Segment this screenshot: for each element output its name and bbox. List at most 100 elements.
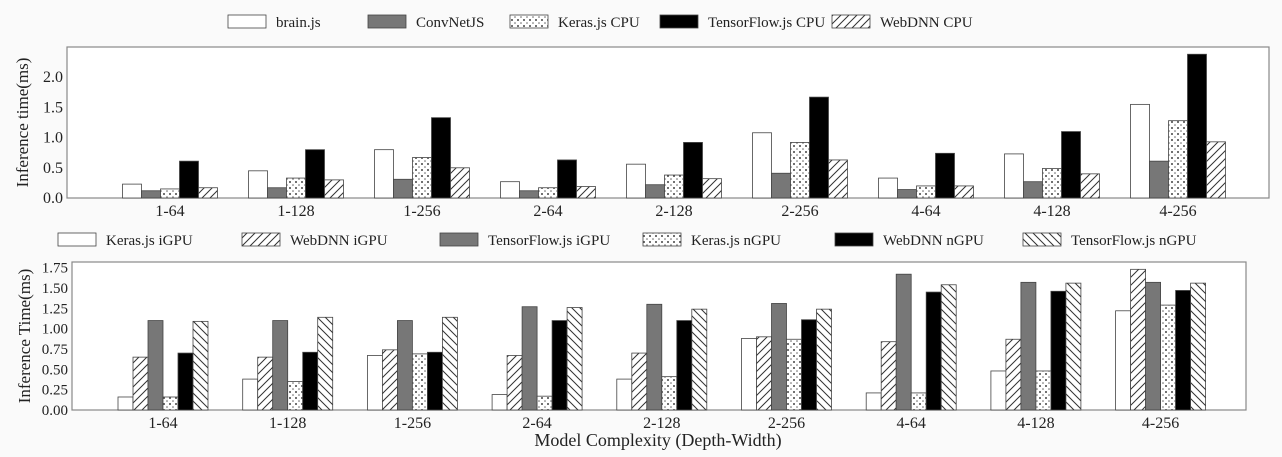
bar [141,190,161,199]
bar [147,320,164,411]
y-tick-label: 1.25 [42,301,68,317]
bar [1005,338,1022,411]
bar [865,392,882,411]
bar [771,303,787,411]
legend-label: WebDNN iGPU [290,233,388,249]
bar [412,157,432,199]
x-tick-label: 1-64 [155,203,184,220]
bar [741,338,757,411]
x-tick-label: 2-128 [643,415,680,432]
y-tick-label: 1.50 [42,281,68,297]
bar [287,381,304,411]
x-tick-label: 1-64 [148,415,177,432]
bar [324,179,344,199]
legend-label: TensorFlow.js CPU [708,15,825,31]
y-tick-label: 0.25 [42,383,68,399]
bottom-chart: 0.00 0.25 0.50 0.75 1.00 1.25 1.50 1.75 Inferenc… [15,232,1247,451]
bar [302,351,319,411]
x-tick-label: 1-128 [277,203,314,220]
y-axis-label: Inference Time(ms) [15,269,34,404]
bar [895,273,912,411]
bar [117,396,134,411]
bar [756,336,772,411]
bar [1020,281,1037,411]
bar [676,320,693,411]
bar [521,306,538,411]
bar [122,183,142,199]
legend-label: Keras.js nGPU [691,233,781,249]
bar [450,167,470,199]
bar [393,178,413,199]
legend-label: WebDNN nGPU [883,233,984,249]
bar [1115,310,1131,411]
bar [816,308,832,411]
bar [192,320,209,411]
x-tick-label: 2-256 [768,415,805,432]
bar [1130,268,1146,411]
x-tick-label: 4-256 [1159,203,1196,220]
bar [576,186,596,199]
bar [626,163,646,199]
bar [426,351,443,411]
bar [878,177,898,199]
x-tick-label: 1-128 [269,415,306,432]
legend-swatch [834,232,874,247]
legend-swatch [57,232,97,247]
y-tick-label: 0.00 [42,403,68,419]
y-tick-label: 2.0 [43,69,63,86]
bar [286,177,306,199]
y-tick-label: 1.0 [43,130,63,147]
legend-swatch [1022,232,1062,247]
bar [198,187,218,199]
bar [1175,290,1191,411]
x-tick-label: 4-64 [897,415,926,432]
bar [257,356,274,411]
bar [691,308,708,411]
bar [366,355,383,411]
legend-label: WebDNN CPU [880,15,973,31]
x-axis-label: Model Complexity (Depth-Width) [534,430,781,451]
x-tick-label: 4-128 [1017,415,1054,432]
x-tick-label: 4-128 [1033,203,1070,220]
bar [317,316,334,411]
legend-swatch [367,14,407,29]
x-tick-label: 2-128 [655,203,692,220]
bar [1145,281,1161,411]
bar [645,184,665,199]
bar [940,284,957,411]
x-tick-label: 1-256 [403,203,440,220]
y-tick-label: 1.5 [43,99,63,116]
x-tick-label: 4-64 [911,203,940,220]
bar [162,396,179,411]
y-tick-label: 1.75 [42,261,68,277]
bar [790,142,810,199]
bar [616,378,633,411]
bar [954,185,974,199]
y-tick-label: 1.00 [42,322,68,338]
legend-label: brain.js [276,15,321,31]
bar [809,96,829,199]
bar [1023,181,1043,199]
x-tick-label: 1-256 [394,415,431,432]
legend-label: TensorFlow.js iGPU [488,233,610,249]
bar [935,152,955,199]
legend-label: Keras.js CPU [558,15,640,31]
legend-label: TensorFlow.js nGPU [1071,233,1197,249]
legend-swatch [509,14,549,29]
bar [664,174,684,199]
bar [1080,173,1100,199]
bar [506,355,523,411]
bar [374,149,394,199]
y-tick-label: 0.0 [43,190,63,207]
bar [661,376,678,411]
bar [880,341,897,411]
top-chart: 0.0 0.5 1.0 1.5 2.0 Inference time(ms) 1-64 1-1… [13,14,1270,220]
bar [1149,160,1169,199]
x-tick-label: 2-256 [781,203,818,220]
legend-label: ConvNetJS [416,15,484,31]
bar [683,142,703,199]
bar [1004,153,1024,199]
bar [925,291,942,411]
y-tick-label: 0.50 [42,362,68,378]
